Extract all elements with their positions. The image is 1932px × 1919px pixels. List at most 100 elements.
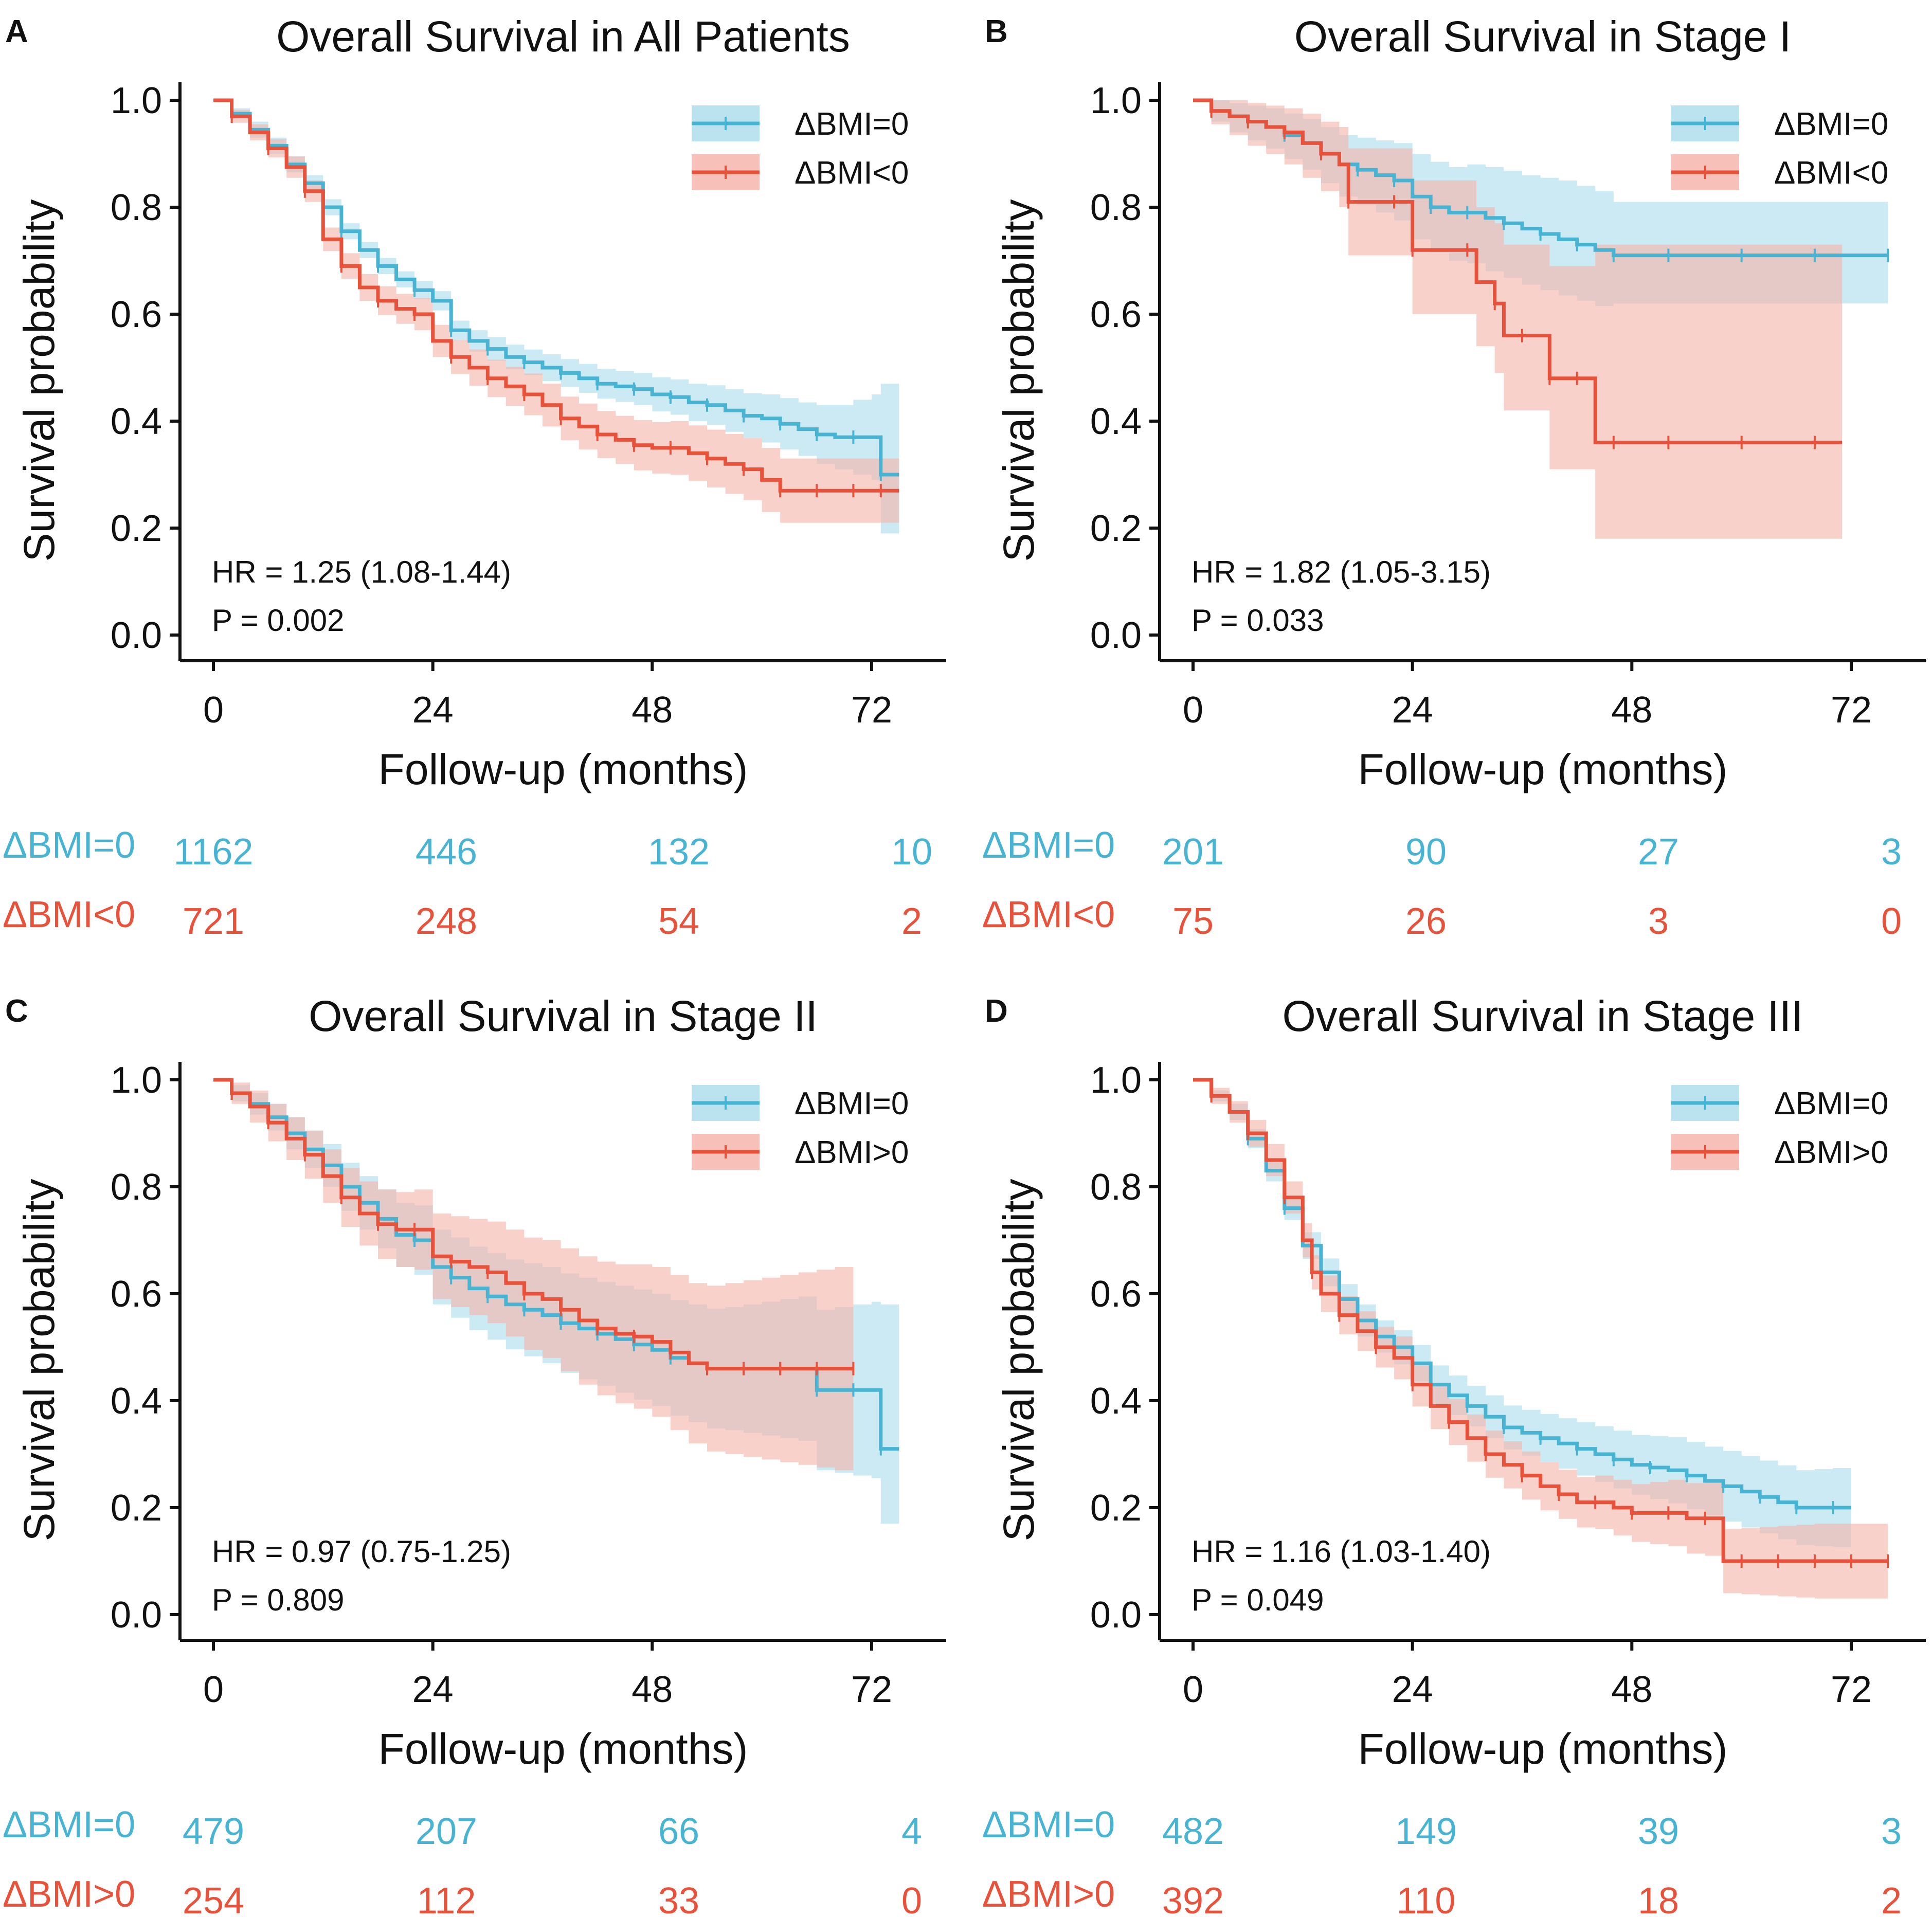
legend-label: ΔBMI=0	[1774, 1086, 1888, 1121]
risk-table-value: 66	[658, 1811, 699, 1852]
risk-table-value: 0	[901, 1880, 922, 1919]
x-tick-label: 0	[1183, 690, 1203, 731]
risk-table-value: 2	[1881, 1880, 1902, 1919]
y-tick-label: 0.8	[1090, 187, 1142, 228]
risk-table-value: 75	[1172, 901, 1214, 942]
risk-table-label: ΔBMI=0	[982, 825, 1115, 866]
confidence-band-blue	[213, 100, 899, 534]
risk-table-value: 26	[1405, 901, 1447, 942]
x-axis-label: Follow-up (months)	[378, 745, 748, 793]
risk-table-value: 479	[183, 1811, 244, 1852]
x-axis-label: Follow-up (months)	[1358, 1725, 1728, 1773]
hazard-ratio: HR = 0.97 (0.75-1.25)	[212, 1534, 511, 1569]
y-tick-label: 0.2	[111, 508, 162, 549]
risk-table-label: ΔBMI=0	[982, 1804, 1115, 1845]
y-tick-label: 0.2	[1090, 1488, 1142, 1529]
legend-label: ΔBMI>0	[1774, 1135, 1888, 1170]
legend-label: ΔBMI=0	[1774, 106, 1888, 142]
legend-label: ΔBMI=0	[795, 1086, 909, 1121]
chart-title: Overall Survival in Stage III	[1282, 992, 1803, 1040]
y-tick-label: 0.0	[1090, 615, 1142, 656]
y-tick-label: 0.4	[1090, 1381, 1142, 1422]
hazard-ratio: HR = 1.82 (1.05-3.15)	[1191, 555, 1491, 589]
legend-label: ΔBMI<0	[1774, 155, 1888, 191]
y-axis-label: Survival probability	[15, 200, 63, 562]
y-tick-label: 0.8	[111, 187, 162, 228]
x-tick-label: 72	[851, 1669, 892, 1710]
y-tick-label: 0.2	[111, 1488, 162, 1529]
y-tick-label: 0.0	[111, 615, 162, 656]
y-tick-label: 0.6	[1090, 294, 1142, 335]
y-tick-label: 0.0	[1090, 1595, 1142, 1636]
risk-table-value: 0	[1881, 901, 1902, 942]
panel-label: A	[5, 14, 28, 49]
risk-table-value: 27	[1638, 831, 1679, 873]
y-tick-label: 1.0	[111, 80, 162, 121]
y-axis-label: Survival probability	[15, 1179, 63, 1542]
hazard-ratio: HR = 1.25 (1.08-1.44)	[212, 555, 511, 589]
chart-title: Overall Survival in Stage II	[309, 992, 818, 1040]
risk-table-value: 112	[417, 1880, 476, 1919]
survival-curve-red	[1193, 1078, 1888, 1563]
hazard-ratio: HR = 1.16 (1.03-1.40)	[1191, 1534, 1491, 1569]
y-tick-label: 0.0	[111, 1595, 162, 1636]
y-axis-label: Survival probability	[995, 200, 1043, 562]
x-axis-label: Follow-up (months)	[378, 1725, 748, 1773]
x-tick-label: 0	[1183, 1669, 1203, 1710]
y-tick-label: 0.4	[111, 401, 162, 442]
risk-table-value: 33	[658, 1880, 699, 1919]
legend-label: ΔBMI=0	[795, 106, 909, 142]
p-value: P = 0.033	[1191, 603, 1324, 638]
y-tick-label: 0.6	[111, 294, 162, 335]
risk-table-value: 446	[416, 831, 477, 873]
y-tick-label: 1.0	[111, 1060, 162, 1101]
risk-table-value: 1162	[174, 831, 254, 873]
panel-label: D	[985, 993, 1008, 1029]
risk-table-value: 482	[1162, 1811, 1224, 1852]
panel-c: C Overall Survival in Stage II 0.0 0.2 0.4 0.…	[3, 992, 946, 1919]
chart-title: Overall Survival in All Patients	[276, 12, 850, 61]
survival-curve-red	[1193, 98, 1843, 445]
x-tick-label: 48	[631, 690, 673, 731]
x-tick-label: 72	[1831, 1669, 1872, 1710]
risk-table-value: 248	[416, 901, 477, 942]
survival-curve-red	[213, 1078, 854, 1371]
y-tick-label: 0.8	[1090, 1167, 1142, 1208]
y-tick-label: 1.0	[1090, 1060, 1142, 1101]
x-tick-label: 0	[203, 1669, 224, 1710]
panel-a: A Overall Survival in All Patients 0.0 0.2 0…	[3, 12, 946, 942]
risk-table-value: 3	[1648, 901, 1669, 942]
risk-table-label: ΔBMI=0	[3, 1804, 135, 1845]
panel-label: B	[985, 14, 1008, 49]
risk-table-value: 132	[648, 831, 710, 873]
x-tick-label: 24	[412, 690, 454, 731]
panel-d: D Overall Survival in Stage III 0.0 0.2 0.4 0…	[982, 992, 1926, 1919]
risk-table-value: 201	[1162, 831, 1224, 873]
risk-table-value: 54	[658, 901, 699, 942]
x-tick-label: 72	[851, 690, 892, 731]
risk-table-value: 207	[416, 1811, 477, 1852]
risk-table-label: ΔBMI>0	[3, 1874, 135, 1915]
x-tick-label: 24	[1392, 1669, 1433, 1710]
y-tick-label: 1.0	[1090, 80, 1142, 121]
risk-table-label: ΔBMI>0	[982, 1874, 1115, 1915]
x-axis-label: Follow-up (months)	[1358, 745, 1728, 793]
x-tick-label: 24	[412, 1669, 454, 1710]
confidence-band-red	[213, 1080, 854, 1473]
y-tick-label: 0.6	[1090, 1274, 1142, 1315]
risk-table-label: ΔBMI=0	[3, 825, 135, 866]
y-tick-label: 0.2	[1090, 508, 1142, 549]
y-tick-label: 0.4	[1090, 401, 1142, 442]
risk-table-value: 2	[901, 901, 922, 942]
risk-table-value: 254	[183, 1880, 244, 1919]
confidence-band-red	[1193, 100, 1843, 539]
x-tick-label: 0	[203, 690, 224, 731]
x-tick-label: 48	[631, 1669, 673, 1710]
p-value: P = 0.002	[212, 603, 344, 638]
y-tick-label: 0.4	[111, 1381, 162, 1422]
risk-table-value: 4	[901, 1811, 922, 1852]
risk-table-value: 3	[1881, 1811, 1902, 1852]
y-tick-label: 0.8	[111, 1167, 162, 1208]
risk-table-value: 90	[1405, 831, 1447, 873]
